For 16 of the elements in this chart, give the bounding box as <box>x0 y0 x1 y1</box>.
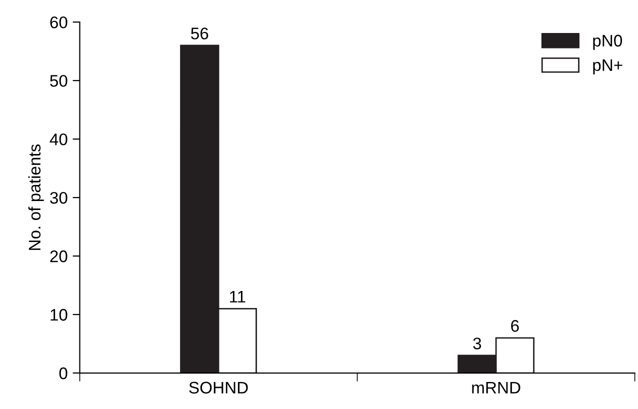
y-tick-label: 20 <box>50 250 68 262</box>
x-tick-label: mRND <box>472 382 520 394</box>
y-tick-label: 40 <box>50 133 68 146</box>
y-tick-label: 30 <box>50 192 68 204</box>
y-tick-label: 50 <box>50 74 68 87</box>
y-tick-label: 10 <box>50 308 68 321</box>
y-axis-title: No. of patients <box>28 144 44 250</box>
data-label: 11 <box>230 290 246 302</box>
x-tick-label: SOHND <box>189 382 248 394</box>
legend-label: pN+ <box>593 59 622 74</box>
y-tick-label: 60 <box>50 16 68 28</box>
data-label: 6 <box>511 320 519 332</box>
data-label: 3 <box>473 338 482 350</box>
y-tick-label: 0 <box>59 367 68 380</box>
legend-label: pN0 <box>593 34 622 50</box>
data-label: 56 <box>191 28 208 40</box>
